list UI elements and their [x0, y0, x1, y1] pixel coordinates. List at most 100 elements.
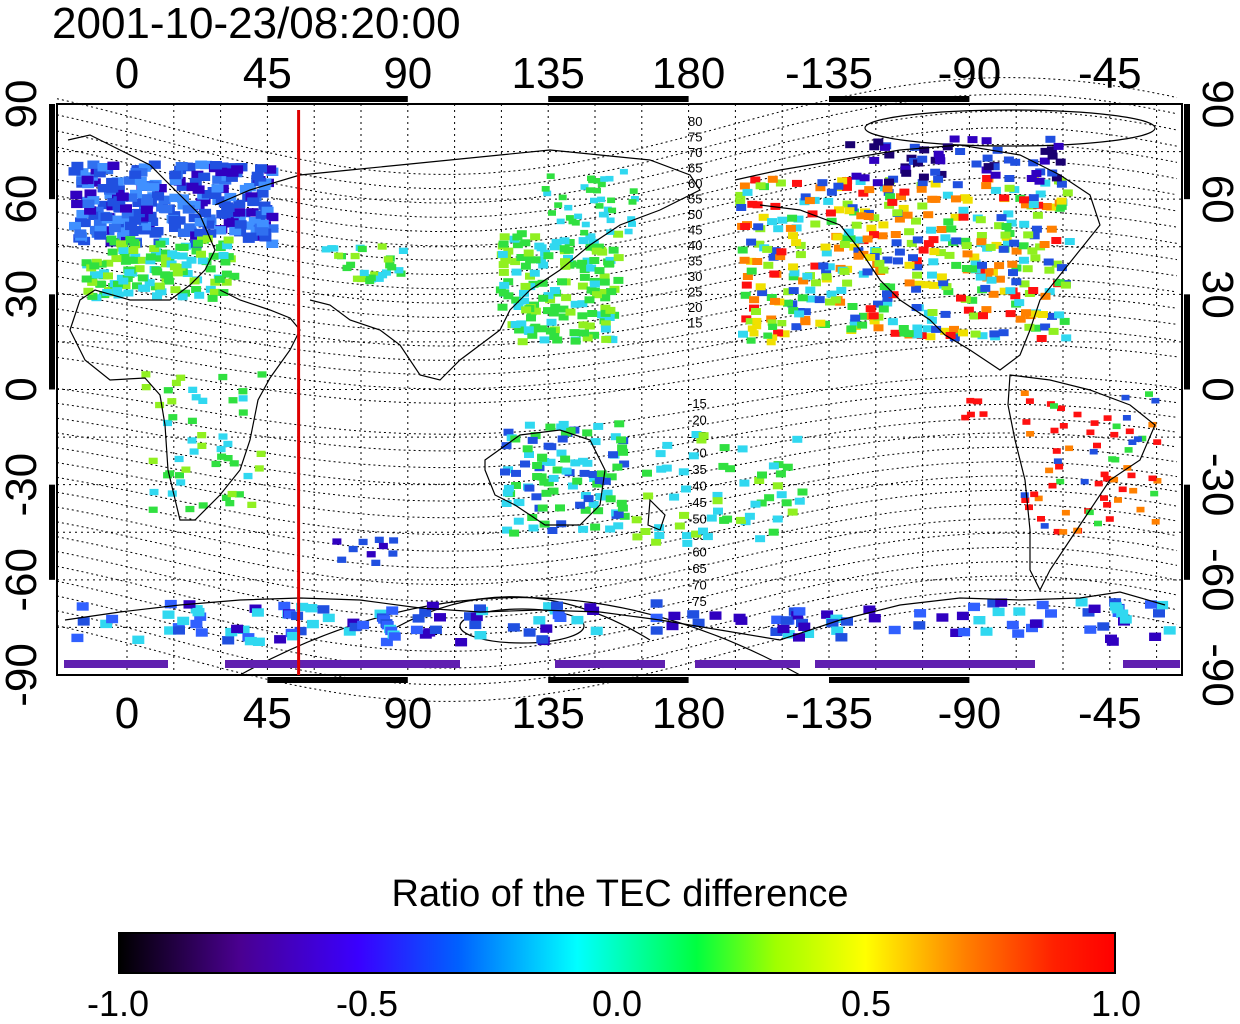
tec-cell	[1051, 260, 1062, 268]
tec-cell	[234, 491, 244, 498]
lat-lon-grid	[57, 104, 1182, 675]
tec-cell	[978, 312, 988, 320]
tec-cell	[882, 294, 893, 302]
tec-cell	[795, 251, 806, 259]
tec-cell	[590, 523, 601, 531]
tec-cell	[218, 433, 228, 440]
tec-cell	[1011, 247, 1022, 255]
tec-cell	[749, 330, 759, 337]
tec-cell	[1114, 497, 1122, 503]
tec-cell	[896, 193, 906, 201]
tec-cell	[558, 305, 569, 313]
tec-cell	[87, 278, 98, 286]
tec-cell	[868, 312, 879, 320]
tec-cell	[374, 275, 384, 282]
tec-cell	[605, 495, 616, 503]
tec-cell	[570, 300, 581, 308]
border-band-bottom	[267, 677, 408, 683]
tec-cell	[608, 246, 619, 254]
tec-cell	[214, 226, 227, 235]
tec-cell	[511, 482, 521, 489]
tec-cell	[570, 459, 581, 467]
tec-cell	[102, 288, 113, 296]
tec-cell	[266, 239, 279, 248]
tec-cell	[552, 466, 563, 474]
tec-cell	[76, 168, 89, 177]
coast-antarctica	[64, 591, 1166, 641]
tec-cell	[600, 289, 610, 296]
tec-cell	[871, 248, 882, 256]
tec-cell	[994, 262, 1005, 270]
tec-cell	[618, 448, 629, 456]
tec-cell	[95, 280, 106, 288]
tec-cell	[1118, 486, 1127, 493]
tec-cell	[366, 274, 376, 281]
tec-cell	[766, 294, 777, 301]
tec-cell	[1056, 197, 1067, 205]
tec-cell	[882, 299, 893, 307]
tec-cell	[149, 245, 160, 253]
tec-cell	[264, 165, 277, 174]
tec-cell	[1153, 439, 1162, 445]
tec-cell	[145, 257, 156, 265]
tec-cell	[944, 251, 955, 259]
tec-cell	[841, 617, 853, 626]
mlat-contour	[56, 418, 1178, 485]
tec-cell	[1055, 463, 1064, 470]
tec-cell	[521, 306, 532, 314]
mlat-contour	[56, 344, 1178, 404]
tec-cell	[695, 660, 800, 668]
tec-cell	[1004, 175, 1015, 182]
tec-cell	[1019, 280, 1030, 288]
tec-cell	[585, 243, 596, 251]
tec-cell	[589, 475, 600, 482]
contour-label: 15	[688, 316, 702, 331]
mlat-contour	[56, 432, 1178, 502]
tec-cell	[182, 205, 195, 214]
tec-cell	[1040, 523, 1049, 529]
tec-cell	[935, 249, 946, 257]
tec-cell	[158, 195, 171, 204]
tec-cell	[998, 245, 1009, 253]
contour-label: 70	[688, 145, 702, 160]
tec-cell	[523, 326, 534, 334]
tec-cell	[787, 508, 798, 516]
mlat-contour	[56, 244, 1178, 318]
tec-cell	[194, 228, 207, 238]
tec-cell	[171, 379, 181, 387]
tec-cell	[577, 259, 588, 267]
tec-cell	[770, 247, 781, 255]
tec-cell	[71, 199, 84, 209]
tec-cell	[100, 619, 113, 629]
tec-cell	[160, 271, 171, 279]
mlat-contour	[56, 475, 1178, 552]
tec-cell	[985, 243, 996, 251]
tec-cell	[296, 602, 309, 612]
tec-cell	[1040, 179, 1051, 187]
north-pole-contour	[864, 109, 1156, 147]
mlat-contour	[56, 604, 1178, 702]
tec-cell	[594, 477, 605, 484]
tec-cell	[464, 612, 476, 621]
tec-cell	[567, 482, 578, 490]
tec-cell	[590, 438, 601, 446]
tec-cell	[589, 331, 600, 339]
tec-cell	[966, 411, 975, 418]
tec-cell	[746, 238, 757, 246]
tec-cell	[136, 182, 149, 191]
tec-cell	[713, 507, 723, 515]
tec-cell	[768, 323, 778, 330]
tec-cell	[1103, 502, 1112, 508]
tec-cell	[527, 514, 538, 521]
tec-cell	[930, 195, 941, 203]
tec-cell	[577, 282, 588, 290]
tec-cell	[192, 185, 205, 194]
border-band-right	[1184, 294, 1190, 390]
tec-cell	[1034, 495, 1043, 502]
tec-cell	[918, 173, 929, 181]
tec-cell	[1052, 448, 1061, 454]
tec-cell	[1036, 600, 1049, 610]
tec-cell	[154, 282, 165, 290]
tec-cell	[912, 324, 923, 332]
tec-cell	[256, 450, 266, 457]
